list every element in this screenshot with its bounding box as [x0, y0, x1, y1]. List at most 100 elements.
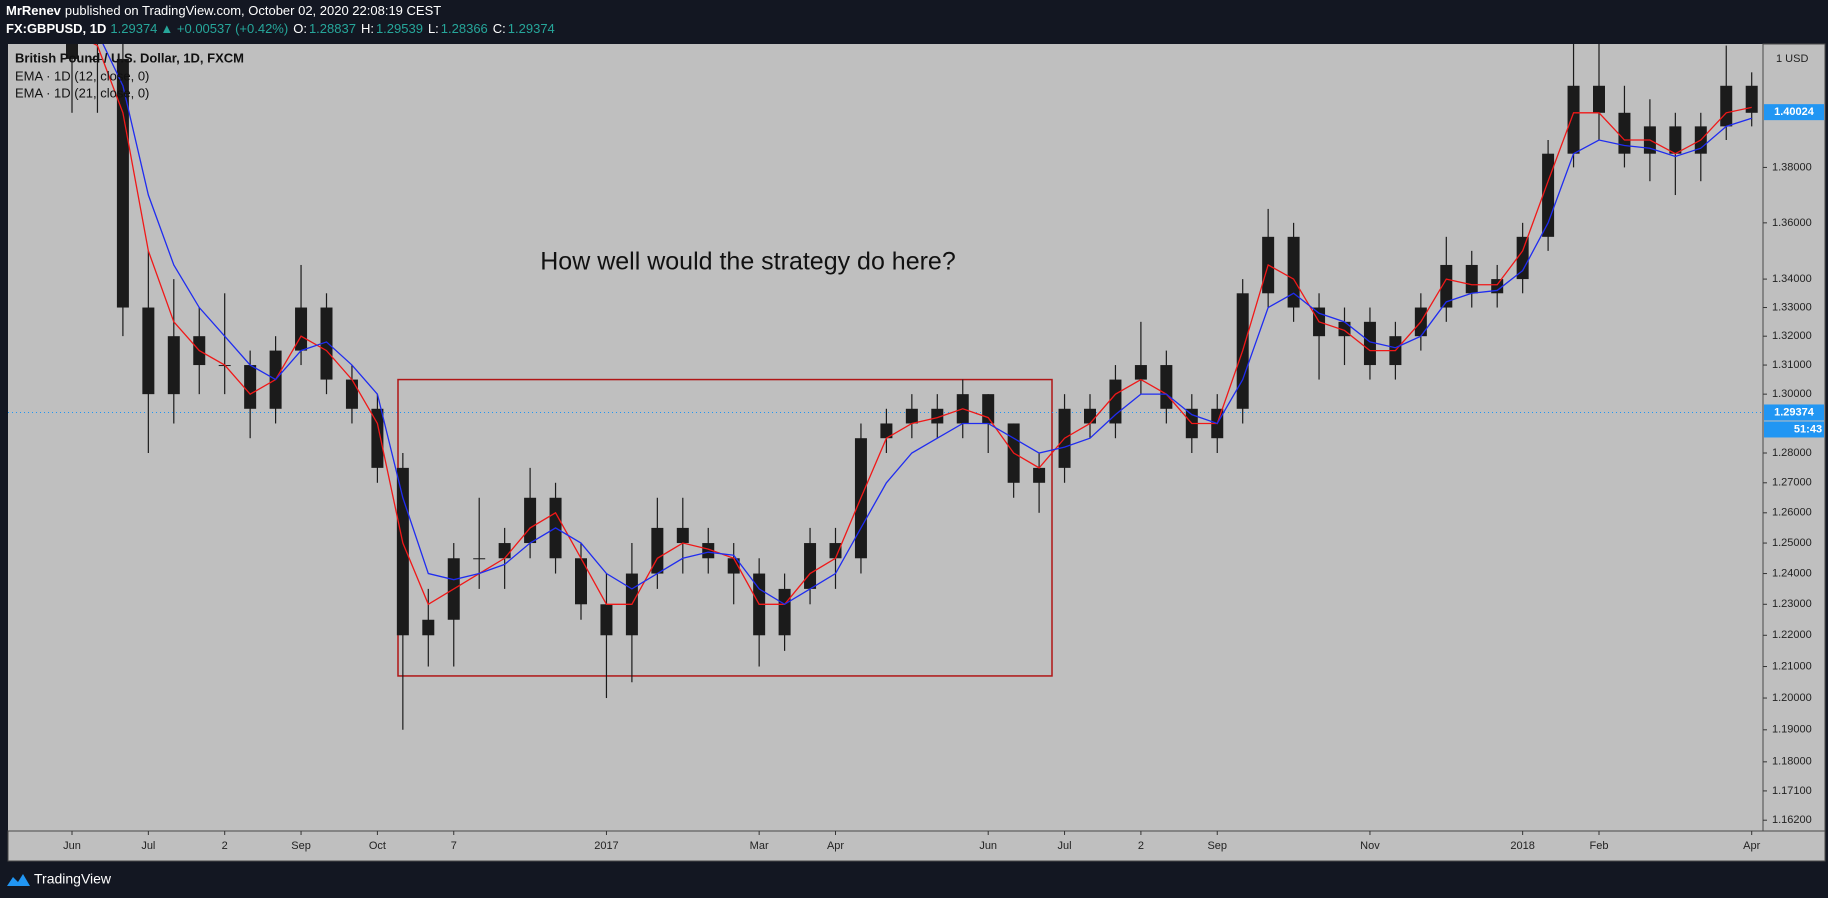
candle-body	[473, 558, 486, 560]
x-tick-label: Oct	[369, 840, 386, 852]
candle-body	[167, 336, 180, 395]
candle-body	[498, 543, 511, 559]
candle-body	[91, 58, 104, 60]
candle-body	[1160, 365, 1173, 409]
candle-body	[320, 307, 333, 380]
candle-body	[982, 394, 995, 424]
candle-body	[1618, 112, 1631, 154]
candle-body	[116, 58, 129, 308]
y-tick-label: 1.33000	[1772, 301, 1812, 313]
quote: 1.29374	[110, 21, 157, 36]
candle-body	[1363, 321, 1376, 366]
legend-entry: EMA · 1D (21, close, 0)	[15, 85, 149, 100]
y-tick-label: 1.26000	[1772, 507, 1812, 519]
ohlc-value: 1.29539	[376, 21, 423, 36]
candle-body	[1109, 379, 1122, 424]
candle-body	[1465, 264, 1478, 294]
y-tick-label: 1.30000	[1772, 388, 1812, 400]
candle-body	[422, 619, 435, 636]
candle-body	[1491, 279, 1504, 294]
candle-body	[1516, 236, 1529, 280]
time-axis	[7, 830, 1826, 862]
y-tick-label: 1.21000	[1772, 660, 1812, 672]
candle-body	[1669, 126, 1682, 154]
candle-body	[1567, 85, 1580, 154]
legend-title: British Pound / U.S. Dollar, 1D, FXCM	[15, 50, 244, 65]
published: published on TradingView.com, October 02…	[65, 3, 441, 18]
candle-body	[651, 527, 664, 574]
x-tick-label: Nov	[1360, 840, 1380, 852]
price-axis	[1762, 43, 1826, 832]
x-tick-label: Sep	[291, 840, 311, 852]
candle-body	[1542, 153, 1555, 237]
candle-body	[1440, 264, 1453, 308]
y-tick-label: 1.22000	[1772, 629, 1812, 641]
ema-price-label: 1.40024	[1774, 106, 1815, 118]
y-tick-label: 1.28000	[1772, 447, 1812, 459]
candle-body	[244, 365, 257, 409]
annotation: How well would the strategy do here?	[540, 248, 956, 276]
candle-body	[295, 307, 308, 351]
publish-line: MrRenev published on TradingView.com, Oct…	[6, 3, 441, 18]
quote-line: FX:GBPUSD, 1D 1.29374 ▲ +0.00537 (+0.42%) O…	[6, 21, 555, 36]
x-tick-label: 2018	[1510, 840, 1534, 852]
x-tick-label: Feb	[1590, 840, 1609, 852]
ohlc-label: O:	[293, 21, 307, 36]
candle-body	[1134, 365, 1147, 380]
candle-body	[524, 497, 537, 544]
ohlc-label: L:	[428, 21, 439, 36]
y-tick-label: 1.20000	[1772, 692, 1812, 704]
logo	[7, 874, 30, 886]
candle-body	[371, 408, 384, 468]
y-tick-label: 1.27000	[1772, 477, 1812, 489]
x-tick-label: Jun	[63, 840, 81, 852]
candle-body	[829, 543, 842, 559]
candle-body	[778, 588, 791, 636]
plot	[8, 44, 1763, 730]
ohlc-value: 1.29374	[508, 21, 555, 36]
last-price-label: 1.29374	[1774, 406, 1815, 418]
y-tick-label: 1.16200	[1772, 814, 1812, 826]
ema-line	[92, 44, 1752, 606]
candle-body	[880, 423, 893, 439]
y-tick-label: 1.38000	[1772, 161, 1812, 173]
ohlc-value: 1.28366	[441, 21, 488, 36]
author: MrRenev	[6, 3, 62, 18]
candle-body	[1593, 85, 1605, 113]
candle-body	[1745, 85, 1758, 113]
logo-icon	[7, 874, 30, 886]
x-tick-label: 2	[1138, 840, 1144, 852]
x-tick-label: Apr	[1743, 840, 1760, 852]
x-tick-label: Sep	[1207, 840, 1227, 852]
y-tick-label: 1.23000	[1772, 598, 1812, 610]
candle-body	[676, 527, 689, 544]
change: ▲ +0.00537 (+0.42%)	[160, 21, 288, 36]
y-tick-label: 1.31000	[1772, 359, 1812, 371]
x-tick-label: 7	[451, 840, 457, 852]
candle-body	[1287, 236, 1300, 308]
x-tick-label: Mar	[750, 840, 769, 852]
ohlc-label: C:	[493, 21, 506, 36]
candle-body	[66, 44, 78, 59]
x-tick-label: 2	[222, 840, 228, 852]
candle-body	[905, 408, 918, 424]
symbol: FX:GBPUSD, 1D	[6, 21, 106, 36]
candle-body	[727, 558, 740, 574]
y-tick-label: 1.18000	[1772, 756, 1812, 768]
x-tick-label: Jul	[141, 840, 155, 852]
brand: TradingView	[34, 871, 112, 887]
ema-line	[102, 44, 1752, 606]
candle-body	[1084, 408, 1096, 424]
countdown: 51:43	[1794, 423, 1822, 435]
unit-label: 1 USD	[1776, 53, 1808, 65]
y-tick-label: 1.24000	[1772, 567, 1812, 579]
candle-body	[1033, 467, 1046, 483]
candle-body	[142, 307, 155, 395]
legend-entry: EMA · 1D (12, close, 0)	[15, 68, 149, 83]
ema-price-label-bg	[1764, 104, 1824, 121]
x-tick-label: Apr	[827, 840, 844, 852]
candle-body	[702, 543, 715, 559]
y-tick-label: 1.34000	[1772, 273, 1812, 285]
